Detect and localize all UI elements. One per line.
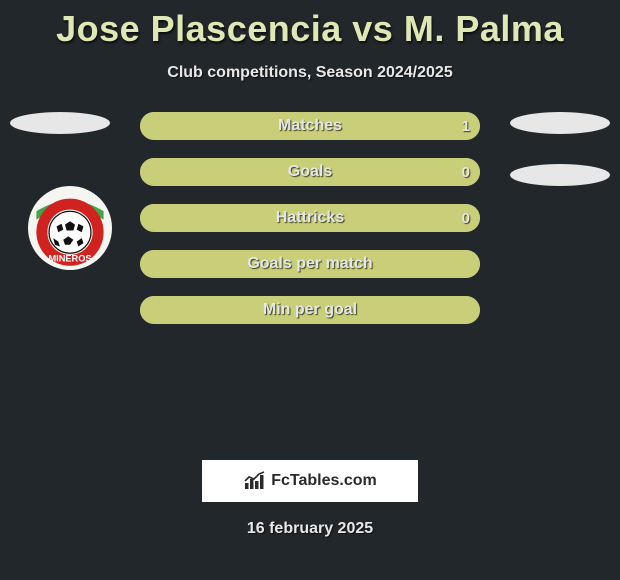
brand-chart-icon xyxy=(243,471,267,491)
stat-value: 1 xyxy=(462,112,470,140)
brand-box: FcTables.com xyxy=(202,460,418,502)
stat-bar-fill xyxy=(140,112,480,140)
stat-row-goals: Goals 0 xyxy=(140,158,480,186)
brand-text: FcTables.com xyxy=(271,472,377,490)
page-title: Jose Plascencia vs M. Palma xyxy=(0,0,620,50)
stat-value: 0 xyxy=(462,158,470,186)
stat-row-goals-per-match: Goals per match xyxy=(140,250,480,278)
stat-bar-fill xyxy=(140,250,480,278)
date-text: 16 february 2025 xyxy=(0,520,620,538)
stat-row-hattricks: Hattricks 0 xyxy=(140,204,480,232)
stats-stage: MINEROS Matches 1 Goals 0 Hattricks 0 Go… xyxy=(0,112,620,452)
player-placeholder-right-2 xyxy=(510,164,610,186)
svg-text:MINEROS: MINEROS xyxy=(48,254,91,264)
stat-row-min-per-goal: Min per goal xyxy=(140,296,480,324)
stat-bars: Matches 1 Goals 0 Hattricks 0 Goals per … xyxy=(140,112,480,342)
club-badge-svg: MINEROS xyxy=(28,186,112,270)
stat-value: 0 xyxy=(462,204,470,232)
subtitle: Club competitions, Season 2024/2025 xyxy=(0,64,620,82)
club-badge: MINEROS xyxy=(28,186,112,270)
stat-bar-fill xyxy=(140,158,480,186)
player-placeholder-right-1 xyxy=(510,112,610,134)
player-placeholder-left xyxy=(10,112,110,134)
stat-bar-fill xyxy=(140,204,480,232)
stat-row-matches: Matches 1 xyxy=(140,112,480,140)
stat-bar-fill xyxy=(140,296,480,324)
